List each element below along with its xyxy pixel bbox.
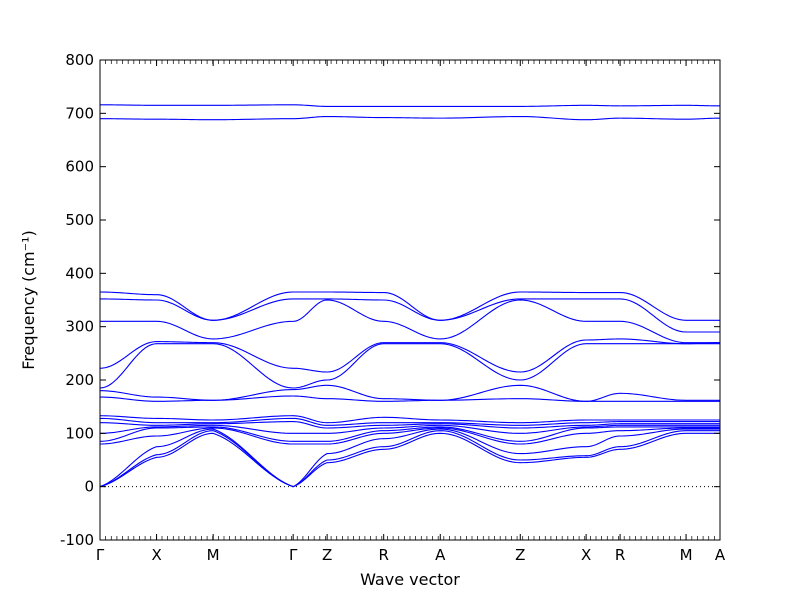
y-tick-label: 700 xyxy=(65,104,94,122)
x-tick-label: Γ xyxy=(289,546,298,564)
dispersion-branch-6 xyxy=(99,338,720,373)
x-tick-label: Z xyxy=(322,546,332,564)
x-tick-label: X xyxy=(581,546,591,564)
dispersion-branches xyxy=(99,104,721,488)
x-axis-title: Wave vector xyxy=(360,570,460,589)
dispersion-branch-13 xyxy=(99,424,720,434)
y-tick-label: -100 xyxy=(60,531,94,549)
x-tick-label: X xyxy=(151,546,161,564)
plot-frame xyxy=(99,59,721,541)
dispersion-branch-16 xyxy=(99,428,720,488)
dispersion-branch-1 xyxy=(100,104,721,107)
x-tick-label: R xyxy=(378,546,388,564)
dispersion-branch-10 xyxy=(99,415,720,424)
x-tick-label: M xyxy=(207,546,220,564)
dispersion-branch-14 xyxy=(99,426,720,442)
y-tick-label: 500 xyxy=(65,211,94,229)
dispersion-branch-12 xyxy=(99,421,720,429)
y-tick-label: 100 xyxy=(65,424,94,442)
y-ticks: -100 0 100 200 300 400 500 600 700 800 xyxy=(60,51,720,549)
y-tick-label: 600 xyxy=(65,158,94,176)
dispersion-branch-7 xyxy=(99,343,720,389)
y-tick-label: 400 xyxy=(65,264,94,282)
plot-background xyxy=(100,60,720,540)
x-tick-label: Γ xyxy=(96,546,105,564)
y-tick-label: 200 xyxy=(65,371,94,389)
dispersion-branch-17 xyxy=(99,430,720,488)
y-tick-label: 800 xyxy=(65,51,94,69)
y-tick-label: 300 xyxy=(65,318,94,336)
dispersion-branch-11 xyxy=(99,417,720,426)
y-tick-label: 0 xyxy=(84,478,94,496)
x-tick-label: Z xyxy=(515,546,525,564)
x-tick-label: R xyxy=(615,546,625,564)
dispersion-branch-4 xyxy=(99,298,720,333)
dispersion-branch-2 xyxy=(100,115,721,121)
dispersion-branch-5 xyxy=(100,299,720,344)
x-tick-label: M xyxy=(680,546,693,564)
dispersion-branch-9 xyxy=(99,395,720,402)
dispersion-branch-18 xyxy=(99,432,720,488)
y-axis-title: Frequency (cm⁻¹) xyxy=(19,230,38,369)
dispersion-branch-15 xyxy=(99,427,720,445)
x-tick-label: A xyxy=(435,546,446,564)
x-tick-label: A xyxy=(715,546,726,564)
